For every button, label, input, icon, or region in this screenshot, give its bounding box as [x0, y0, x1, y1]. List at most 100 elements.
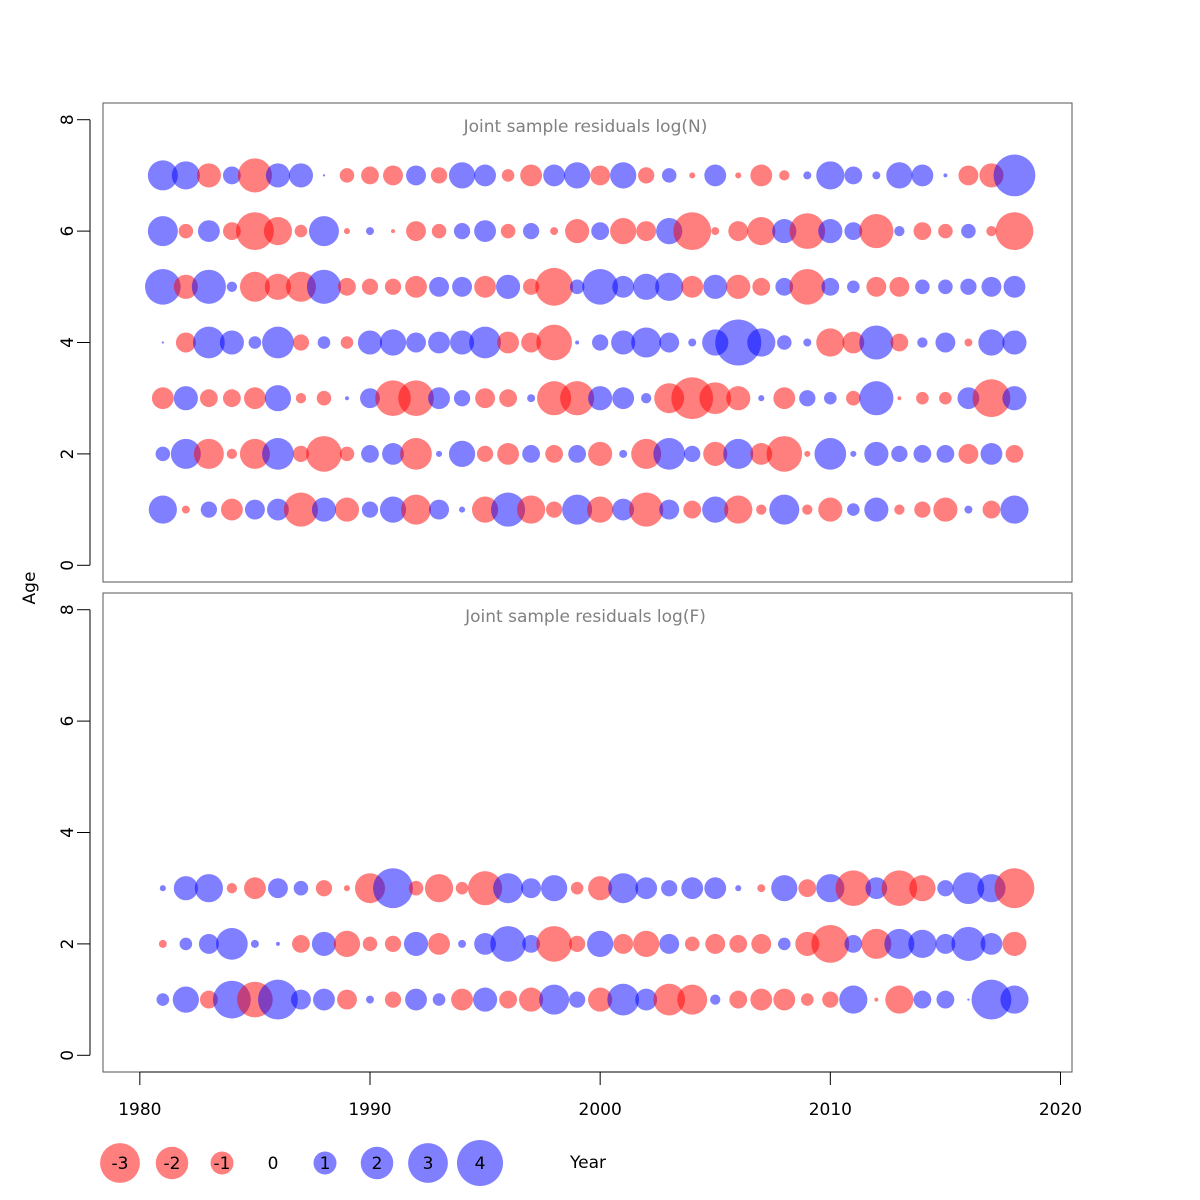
- residual-bubble: [334, 497, 360, 522]
- residual-bubble: [294, 224, 308, 238]
- residual-bubble: [897, 396, 902, 401]
- residual-bubble: [772, 219, 797, 244]
- residual-bubble: [756, 504, 767, 515]
- legend-label: -3: [112, 1154, 129, 1174]
- residual-bubble: [292, 445, 310, 463]
- residual-bubble: [789, 213, 826, 249]
- y-tick-label: 4: [58, 827, 78, 838]
- residual-bubble: [939, 391, 952, 405]
- residual-bubble: [379, 329, 407, 356]
- residual-bubble: [316, 390, 332, 406]
- residual-bubble: [568, 444, 587, 463]
- residual-bubble: [850, 450, 857, 457]
- residual-bubble: [469, 326, 501, 359]
- residual-bubble: [590, 165, 611, 186]
- residual-bubble: [226, 883, 238, 894]
- residual-bubble: [536, 926, 572, 962]
- residual-bubble: [522, 444, 541, 463]
- residual-bubble: [587, 930, 614, 958]
- residual-bubble: [653, 438, 686, 470]
- residual-bubble: [262, 438, 294, 470]
- residual-bubble: [178, 223, 194, 239]
- residual-bubble: [448, 440, 476, 468]
- residual-bubble: [545, 444, 564, 463]
- y-tick-label: 2: [58, 448, 78, 459]
- residual-bubble: [379, 496, 407, 523]
- residual-bubble: [803, 338, 812, 347]
- residual-bubble: [671, 377, 714, 420]
- residual-bubble: [751, 933, 772, 954]
- residual-bubble: [384, 991, 402, 1008]
- residual-bubble: [978, 329, 1005, 356]
- residual-bubble: [608, 873, 639, 904]
- residual-bubble: [361, 501, 379, 518]
- residual-bubble: [961, 223, 976, 239]
- residual-bubble: [689, 172, 696, 179]
- residual-bubble: [475, 388, 496, 409]
- residual-bubble: [344, 396, 349, 401]
- residual-bubble: [703, 441, 728, 466]
- residual-bubble: [522, 934, 541, 953]
- residual-bubble: [173, 386, 198, 411]
- residual-bubble: [994, 868, 1035, 909]
- residual-bubble: [173, 876, 198, 901]
- residual-bubble: [613, 933, 634, 954]
- residual-bubble: [802, 504, 813, 515]
- residual-bubble: [728, 221, 749, 242]
- residual-bubble: [458, 939, 467, 948]
- residual-bubble: [337, 989, 357, 1010]
- residual-bubble: [980, 932, 1003, 955]
- residual-bubble: [569, 935, 586, 953]
- residual-bubble: [641, 393, 652, 404]
- residual-bubble: [560, 381, 595, 416]
- residual-bubble: [436, 450, 443, 457]
- residual-bubble: [982, 500, 1001, 519]
- residual-bubble: [588, 386, 613, 411]
- panel-title: Joint sample residuals log(N): [463, 117, 708, 137]
- residual-bubble: [995, 212, 1034, 251]
- legend-bubble: [360, 1146, 394, 1180]
- residual-bubble: [147, 160, 178, 191]
- residual-bubble: [847, 503, 860, 516]
- residual-bubble: [391, 229, 396, 234]
- residual-bubble: [308, 216, 339, 247]
- residual-bubble: [844, 222, 863, 241]
- residual-bubble: [161, 341, 164, 344]
- residual-bubble: [239, 271, 270, 302]
- residual-bubble: [258, 979, 298, 1020]
- y-tick-label: 2: [58, 938, 78, 949]
- residual-bubble: [222, 166, 241, 185]
- residual-bubble: [886, 162, 913, 189]
- residual-bubble: [243, 387, 266, 410]
- residual-bubble: [401, 494, 432, 525]
- legend-bubble: [408, 1143, 448, 1183]
- residual-bubble: [384, 278, 402, 295]
- legend-bubble: [100, 1143, 140, 1183]
- residual-bubble: [846, 390, 861, 406]
- residual-bubble: [629, 492, 664, 527]
- residual-bubble: [914, 501, 931, 518]
- residual-bubble: [570, 881, 584, 895]
- residual-bubble: [1003, 275, 1026, 298]
- residual-bubble: [884, 928, 915, 959]
- residual-bubble: [306, 269, 342, 304]
- residual-bubble: [400, 438, 432, 470]
- residual-bubble: [263, 217, 293, 246]
- residual-bubble: [428, 932, 450, 955]
- residual-bubble: [747, 328, 776, 357]
- residual-bubble: [292, 934, 310, 953]
- x-axis-label: Year: [569, 1153, 606, 1173]
- residual-bubble: [197, 220, 220, 243]
- residual-bubble: [222, 222, 241, 241]
- residual-bubble: [723, 438, 754, 469]
- residual-bubble: [661, 168, 677, 183]
- residual-bubble: [938, 223, 953, 239]
- residual-bubble: [264, 385, 292, 412]
- x-tick-label: 2000: [579, 1100, 622, 1120]
- y-axis-label: Age: [20, 572, 40, 605]
- residual-bubble: [191, 269, 226, 304]
- residual-bubble: [158, 939, 167, 948]
- residual-bubble: [607, 983, 640, 1016]
- residual-bubble: [403, 931, 429, 956]
- residual-bubble: [952, 872, 985, 905]
